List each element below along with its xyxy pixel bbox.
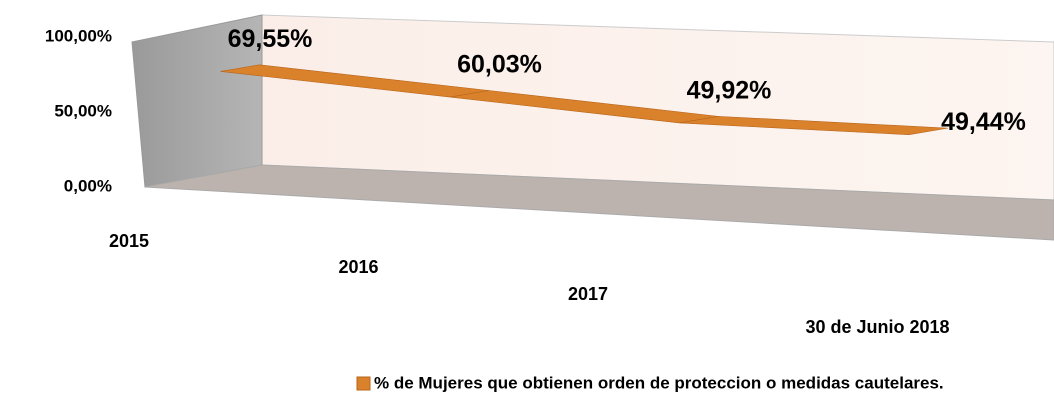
data-label: 49,92% — [687, 76, 772, 104]
data-label: 49,44% — [941, 108, 1026, 136]
y-tick-label: 0,00% — [64, 176, 112, 195]
floor — [144, 164, 1054, 241]
legend-swatch — [356, 376, 371, 391]
legend-label: % de Mujeres que obtienen orden de prote… — [374, 373, 944, 392]
x-tick-label: 30 de Junio 2018 — [805, 317, 949, 337]
x-tick-label: 2017 — [568, 284, 608, 304]
x-tick-label: 2016 — [338, 257, 378, 277]
data-label: 69,55% — [228, 25, 313, 53]
data-label: 60,03% — [457, 50, 542, 78]
line-ribbon — [679, 116, 949, 136]
y-tick-label: 100,00% — [45, 26, 112, 45]
y-tick-label: 50,00% — [54, 101, 112, 120]
x-tick-label: 2015 — [109, 231, 149, 251]
